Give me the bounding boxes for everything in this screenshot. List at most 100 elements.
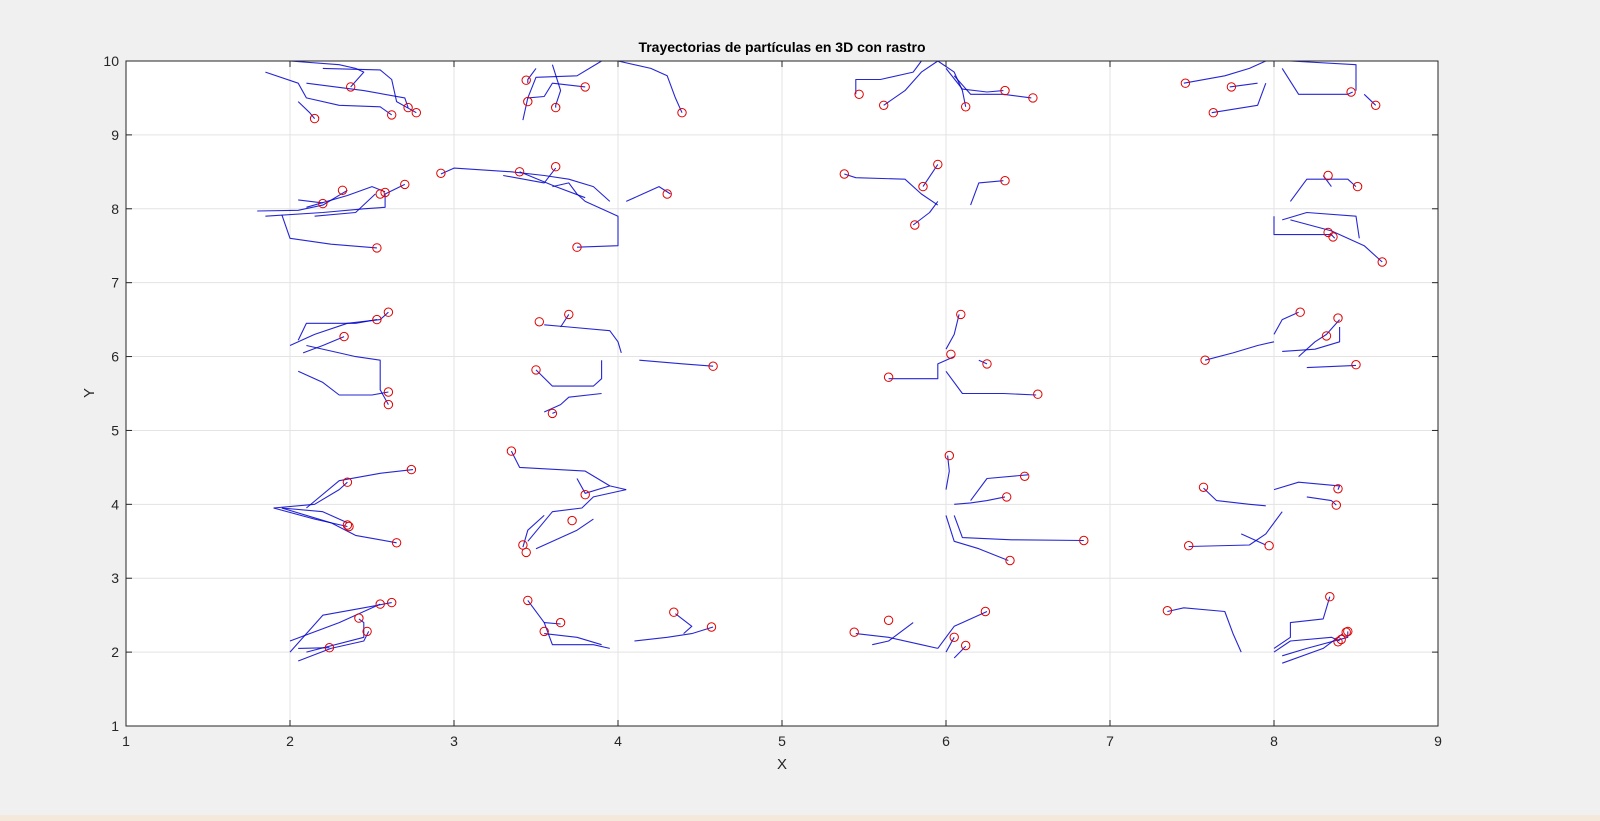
trajectory-trail bbox=[281, 507, 397, 544]
particle-marker bbox=[949, 632, 959, 642]
particle-marker bbox=[309, 113, 320, 124]
trajectory-trail bbox=[302, 336, 345, 354]
particle-marker bbox=[933, 159, 943, 170]
trajectory-trail bbox=[1290, 219, 1383, 263]
particle-marker bbox=[375, 599, 385, 609]
particle-marker bbox=[982, 359, 992, 369]
particle-marker bbox=[706, 622, 717, 632]
trajectory-trail bbox=[1273, 311, 1299, 335]
particle-marker bbox=[337, 185, 348, 196]
trajectory-trail bbox=[617, 60, 683, 113]
trajectory-trail bbox=[945, 370, 1037, 396]
trajectory-trail bbox=[519, 171, 586, 199]
trajectory-trail bbox=[1203, 487, 1266, 507]
particle-marker bbox=[883, 372, 894, 382]
particle-marker bbox=[383, 307, 394, 317]
particle-marker bbox=[1321, 331, 1332, 341]
particle-marker bbox=[980, 606, 991, 617]
trajectory-trail bbox=[551, 64, 562, 108]
particle-marker bbox=[387, 597, 397, 608]
trajectory-trail bbox=[639, 359, 714, 367]
trajectory-trail bbox=[510, 450, 627, 491]
trajectory-trail bbox=[675, 613, 693, 635]
trajectory-trail bbox=[273, 481, 348, 509]
particle-marker bbox=[521, 75, 531, 85]
x-tick-label: 5 bbox=[778, 733, 786, 749]
trajectory-trail bbox=[552, 411, 556, 414]
trajectory-trail bbox=[855, 60, 922, 95]
particle-marker bbox=[580, 490, 590, 500]
trajectory-trail bbox=[1273, 596, 1331, 649]
particle-marker bbox=[1295, 307, 1305, 317]
trajectory-trail bbox=[937, 610, 988, 649]
trajectory-trail bbox=[1183, 60, 1267, 84]
trajectory-trail bbox=[527, 82, 586, 99]
particle-marker bbox=[1343, 626, 1353, 637]
particle-marker bbox=[372, 243, 382, 253]
trajectory-trail bbox=[970, 474, 1029, 501]
particle-marker bbox=[531, 365, 541, 375]
particle-marker bbox=[567, 515, 577, 526]
particle-marker bbox=[580, 82, 590, 92]
trajectory-trail bbox=[1229, 82, 1258, 88]
particle-marker bbox=[564, 309, 574, 320]
trajectory-trail bbox=[297, 370, 389, 396]
trajectory-trail bbox=[954, 496, 1006, 505]
particle-marker bbox=[1162, 606, 1173, 616]
particle-marker bbox=[551, 102, 561, 113]
trajectory-trail bbox=[1167, 607, 1242, 653]
particle-marker bbox=[391, 538, 402, 548]
trajectory-trail bbox=[1273, 481, 1341, 491]
trajectory-trail bbox=[1273, 216, 1336, 239]
trajectory-trail bbox=[888, 356, 955, 380]
particle-marker bbox=[551, 162, 561, 172]
trajectory-trail bbox=[1290, 60, 1357, 91]
particle-marker bbox=[1323, 170, 1333, 181]
particle-marker bbox=[342, 477, 353, 487]
particle-marker bbox=[411, 108, 421, 118]
particle-marker bbox=[539, 626, 549, 637]
particle-marker bbox=[1264, 541, 1274, 551]
particle-marker bbox=[436, 168, 446, 179]
trajectory-trail bbox=[298, 631, 370, 662]
particle-marker bbox=[1333, 313, 1343, 323]
particle-marker bbox=[1002, 492, 1012, 502]
trajectory-trail bbox=[560, 314, 570, 328]
trajectory-trail bbox=[1282, 631, 1349, 657]
trajectory-trail bbox=[1240, 533, 1267, 546]
particle-marker bbox=[523, 595, 533, 606]
particle-marker bbox=[342, 520, 353, 530]
particle-marker bbox=[1328, 232, 1338, 242]
particle-marker bbox=[1200, 355, 1210, 365]
particle-marker bbox=[1333, 637, 1343, 647]
particle-marker bbox=[1341, 627, 1351, 637]
particle-marker bbox=[956, 309, 966, 320]
trajectory-trail bbox=[535, 360, 603, 387]
y-tick-label: 5 bbox=[111, 422, 119, 438]
particle-marker bbox=[1198, 482, 1209, 492]
trajectory-trail bbox=[440, 167, 611, 202]
particle-marker bbox=[1325, 592, 1335, 602]
trajectory-trail bbox=[953, 75, 1032, 99]
trajectory-trail bbox=[289, 603, 381, 642]
particle-marker bbox=[1352, 181, 1363, 192]
particle-marker bbox=[354, 613, 364, 623]
particle-marker bbox=[555, 617, 566, 628]
trajectory-trail bbox=[883, 60, 939, 106]
y-tick-label: 3 bbox=[111, 570, 119, 586]
particle-marker bbox=[372, 314, 382, 325]
particle-marker bbox=[1346, 87, 1356, 97]
particle-marker bbox=[383, 387, 394, 397]
x-tick-label: 9 bbox=[1434, 733, 1442, 749]
trajectory-trail bbox=[503, 167, 557, 184]
y-tick-label: 2 bbox=[111, 644, 119, 660]
particle-marker bbox=[910, 220, 920, 230]
trajectory-trail bbox=[265, 71, 393, 116]
particle-marker bbox=[534, 317, 544, 327]
particle-marker bbox=[324, 643, 335, 653]
x-tick-label: 8 bbox=[1270, 733, 1278, 749]
particle-marker bbox=[362, 626, 372, 637]
particle-marker bbox=[883, 615, 894, 625]
particle-marker bbox=[1184, 541, 1194, 551]
